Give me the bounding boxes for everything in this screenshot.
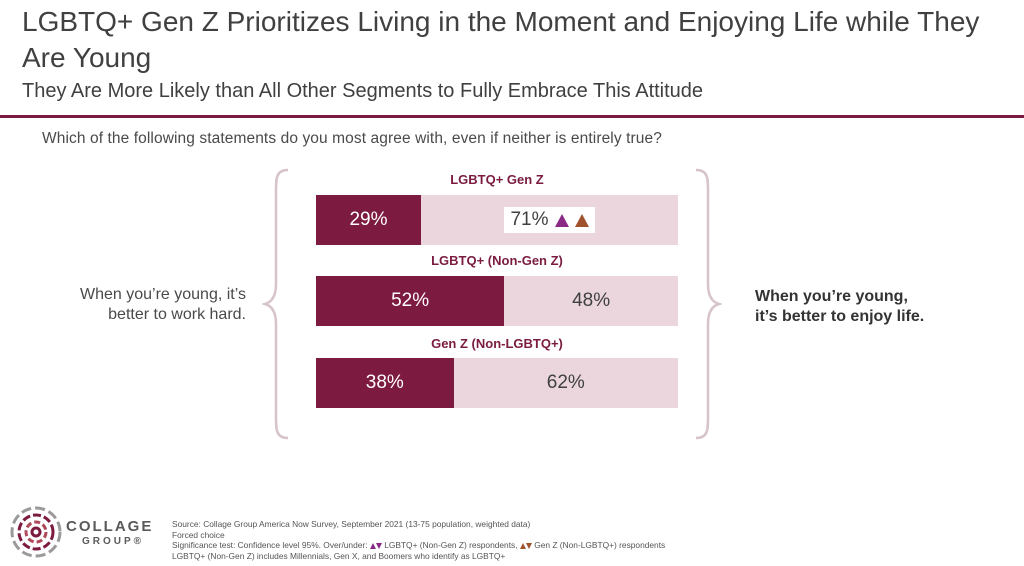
data-label: 48%: [572, 290, 611, 311]
page-title: LGBTQ+ Gen Z Prioritizes Living in the M…: [22, 6, 980, 73]
logo-line1: COLLAGE: [66, 518, 154, 535]
right-statement-line2: it’s better to enjoy life.: [755, 308, 925, 325]
left-statement-line2: better to work hard.: [108, 306, 246, 323]
left-brace: [262, 168, 289, 440]
bar-segment-work-hard: 52%: [316, 276, 505, 326]
data-label: 71%: [510, 209, 549, 230]
title-divider: [0, 115, 1024, 118]
bar-row: 52% 48%: [316, 276, 678, 326]
bar-segment-enjoy-life: 62%: [453, 358, 678, 408]
logo-wordmark: COLLAGE GROUP®: [66, 518, 153, 548]
down-brown-triangle-icon: [525, 542, 532, 549]
footnote-sig-prefix: Significance test: Confidence level 95%.…: [172, 540, 368, 550]
right-brace: [695, 168, 722, 440]
survey-question: Which of the following statements do you…: [42, 130, 662, 147]
data-label-box: 71%: [504, 207, 595, 233]
footnotes: Source: Collage Group America Now Survey…: [172, 519, 665, 561]
left-statement-line1: When you’re young, it’s: [79, 286, 246, 303]
right-statement: When you’re young, it’s better to enjoy …: [755, 287, 995, 327]
footnote-source: Source: Collage Group America Now Survey…: [172, 519, 531, 529]
data-label: 52%: [391, 290, 430, 311]
footnote-sig-mid2: Gen Z (Non-LGBTQ+) respondents: [534, 540, 666, 550]
page-subtitle: They Are More Likely than All Other Segm…: [22, 80, 704, 102]
footnote-definition: LGBTQ+ (Non-Gen Z) includes Millennials,…: [172, 550, 506, 561]
logo-line2: GROUP®: [82, 536, 145, 547]
footnote-choice: Forced choice: [172, 529, 225, 540]
bar-row: 29% 71%: [316, 195, 678, 245]
data-label: 29%: [349, 209, 388, 230]
up-brown-triangle-icon: [574, 213, 589, 227]
footnote-sig-mid1: LGBTQ+ (Non-Gen Z) respondents,: [384, 540, 518, 550]
group-label: LGBTQ+ Gen Z: [450, 172, 544, 187]
footnote-significance: Significance test: Confidence level 95%.…: [172, 540, 665, 551]
data-label: 62%: [546, 372, 585, 393]
bar-segment-work-hard: 29%: [316, 195, 421, 245]
up-brown-triangle-icon: [519, 542, 526, 549]
bar-segment-work-hard: 38%: [316, 358, 454, 408]
down-purple-triangle-icon: [375, 542, 382, 549]
up-purple-triangle-icon: [554, 213, 569, 227]
bar-segment-enjoy-life: 71%: [420, 195, 678, 245]
left-statement: When you’re young, it’s better to work h…: [40, 285, 246, 325]
bar-segment-enjoy-life: 48%: [504, 276, 678, 326]
right-statement-line1: When you’re young,: [755, 288, 908, 305]
group-label: LGBTQ+ (Non-Gen Z): [431, 253, 563, 268]
data-label: 38%: [365, 372, 404, 393]
collage-group-logo: [10, 506, 62, 558]
up-purple-triangle-icon: [369, 542, 376, 549]
group-label: Gen Z (Non-LGBTQ+): [431, 336, 563, 351]
bar-row: 38% 62%: [316, 358, 678, 408]
